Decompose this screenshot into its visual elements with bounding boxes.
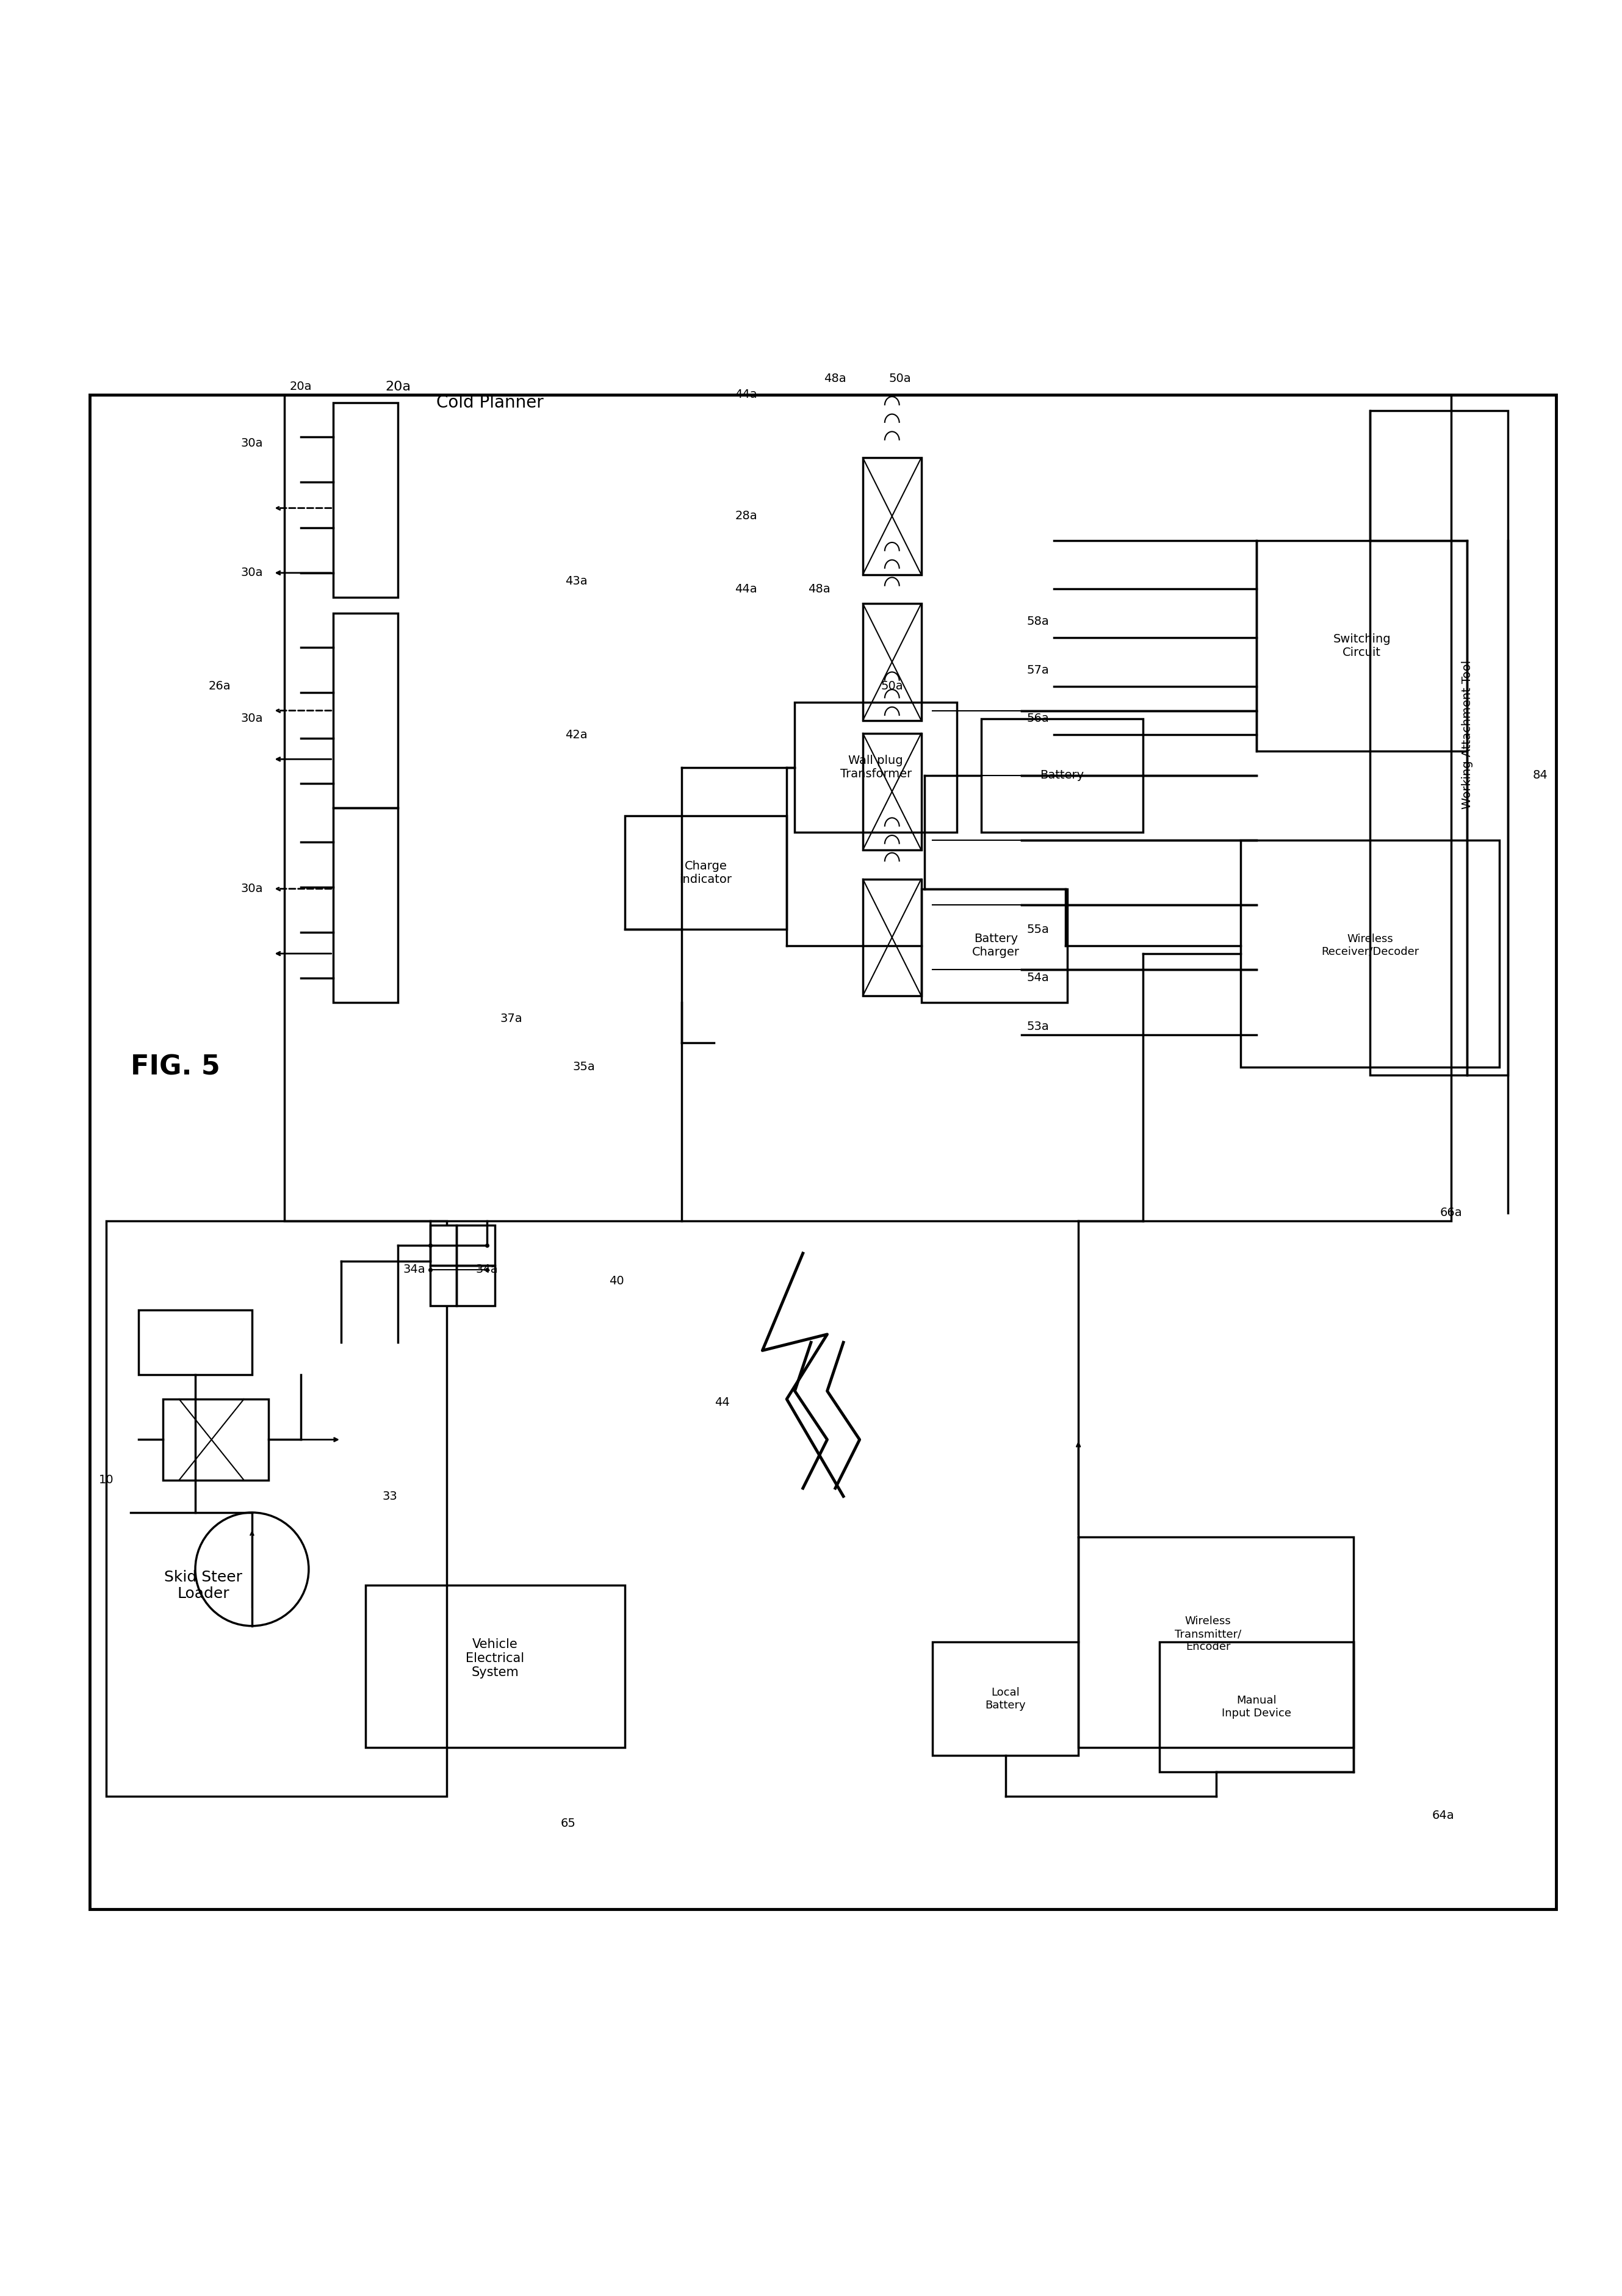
Bar <box>863 879 921 996</box>
Text: 26a: 26a <box>208 680 230 691</box>
Text: 50a: 50a <box>889 372 912 383</box>
Text: FIG. 5: FIG. 5 <box>130 1054 221 1079</box>
Text: Battery
Charger: Battery Charger <box>972 932 1020 957</box>
Text: 65: 65 <box>560 1818 576 1830</box>
Text: 64a: 64a <box>1432 1809 1453 1821</box>
Bar <box>1371 411 1508 1075</box>
Bar <box>1241 840 1500 1068</box>
Bar <box>795 703 957 831</box>
Bar <box>162 1398 268 1481</box>
Text: 37a: 37a <box>500 1013 522 1024</box>
Text: 35a: 35a <box>573 1061 595 1072</box>
Bar <box>138 1311 251 1375</box>
Text: 57a: 57a <box>1027 664 1049 675</box>
Text: 20a: 20a <box>384 381 410 393</box>
Text: Skid Steer
Loader: Skid Steer Loader <box>164 1570 242 1600</box>
Text: 30a: 30a <box>240 884 263 895</box>
Text: 53a: 53a <box>1027 1022 1049 1033</box>
Text: 30a: 30a <box>240 567 263 579</box>
Text: 42a: 42a <box>564 730 587 742</box>
Text: 33: 33 <box>383 1490 397 1502</box>
Bar <box>456 1265 495 1306</box>
Text: 34a: 34a <box>402 1263 425 1274</box>
Text: Switching
Circuit: Switching Circuit <box>1333 634 1390 659</box>
Text: 48a: 48a <box>824 372 847 383</box>
Bar <box>284 395 1452 1221</box>
Text: 44a: 44a <box>735 583 757 595</box>
Bar <box>1257 540 1468 751</box>
Text: 30a: 30a <box>240 712 263 726</box>
Text: Vehicle
Electrical
System: Vehicle Electrical System <box>466 1637 524 1678</box>
Bar <box>105 1221 446 1795</box>
Bar <box>333 808 397 1001</box>
Bar <box>365 1587 624 1747</box>
Text: Wireless
Receiver/Decoder: Wireless Receiver/Decoder <box>1320 934 1419 957</box>
Text: 30a: 30a <box>240 439 263 450</box>
Bar <box>430 1226 456 1265</box>
Text: 48a: 48a <box>808 583 830 595</box>
Bar <box>1079 1536 1354 1747</box>
Bar <box>981 719 1144 831</box>
Bar <box>333 402 397 597</box>
Bar <box>863 732 921 850</box>
Bar <box>933 1642 1079 1756</box>
Text: 55a: 55a <box>1027 923 1049 934</box>
Text: Charge
indicator: Charge indicator <box>680 861 732 884</box>
Bar <box>624 815 787 930</box>
Bar <box>863 604 921 721</box>
Text: 56a: 56a <box>1027 712 1049 726</box>
Text: 44: 44 <box>714 1396 730 1407</box>
Text: 10: 10 <box>99 1474 114 1486</box>
Text: Battery: Battery <box>1040 769 1083 781</box>
Text: 66a: 66a <box>1440 1208 1461 1219</box>
Text: 43a: 43a <box>564 576 587 588</box>
Text: 54a: 54a <box>1027 971 1049 983</box>
Text: Working Attachment Tool: Working Attachment Tool <box>1461 661 1473 810</box>
Text: 20a: 20a <box>289 381 311 393</box>
Bar <box>863 457 921 574</box>
Text: 58a: 58a <box>1027 615 1049 627</box>
Text: Wireless
Transmitter/
Encoder: Wireless Transmitter/ Encoder <box>1174 1616 1241 1653</box>
Text: Local
Battery: Local Battery <box>985 1688 1025 1711</box>
Text: 40: 40 <box>608 1274 624 1286</box>
Text: 44a: 44a <box>735 388 757 400</box>
Text: 50a: 50a <box>881 680 903 691</box>
Bar <box>921 889 1067 1001</box>
Text: Cold Planner: Cold Planner <box>436 395 543 411</box>
Text: 34a: 34a <box>475 1263 498 1274</box>
Bar <box>456 1226 495 1265</box>
Text: 84: 84 <box>1533 769 1547 781</box>
Text: 28a: 28a <box>735 510 757 521</box>
Bar <box>1160 1642 1354 1773</box>
Bar <box>430 1265 456 1306</box>
Bar <box>333 613 397 808</box>
Text: Wall plug
Transformer: Wall plug Transformer <box>840 755 912 781</box>
Text: Manual
Input Device: Manual Input Device <box>1221 1694 1291 1720</box>
